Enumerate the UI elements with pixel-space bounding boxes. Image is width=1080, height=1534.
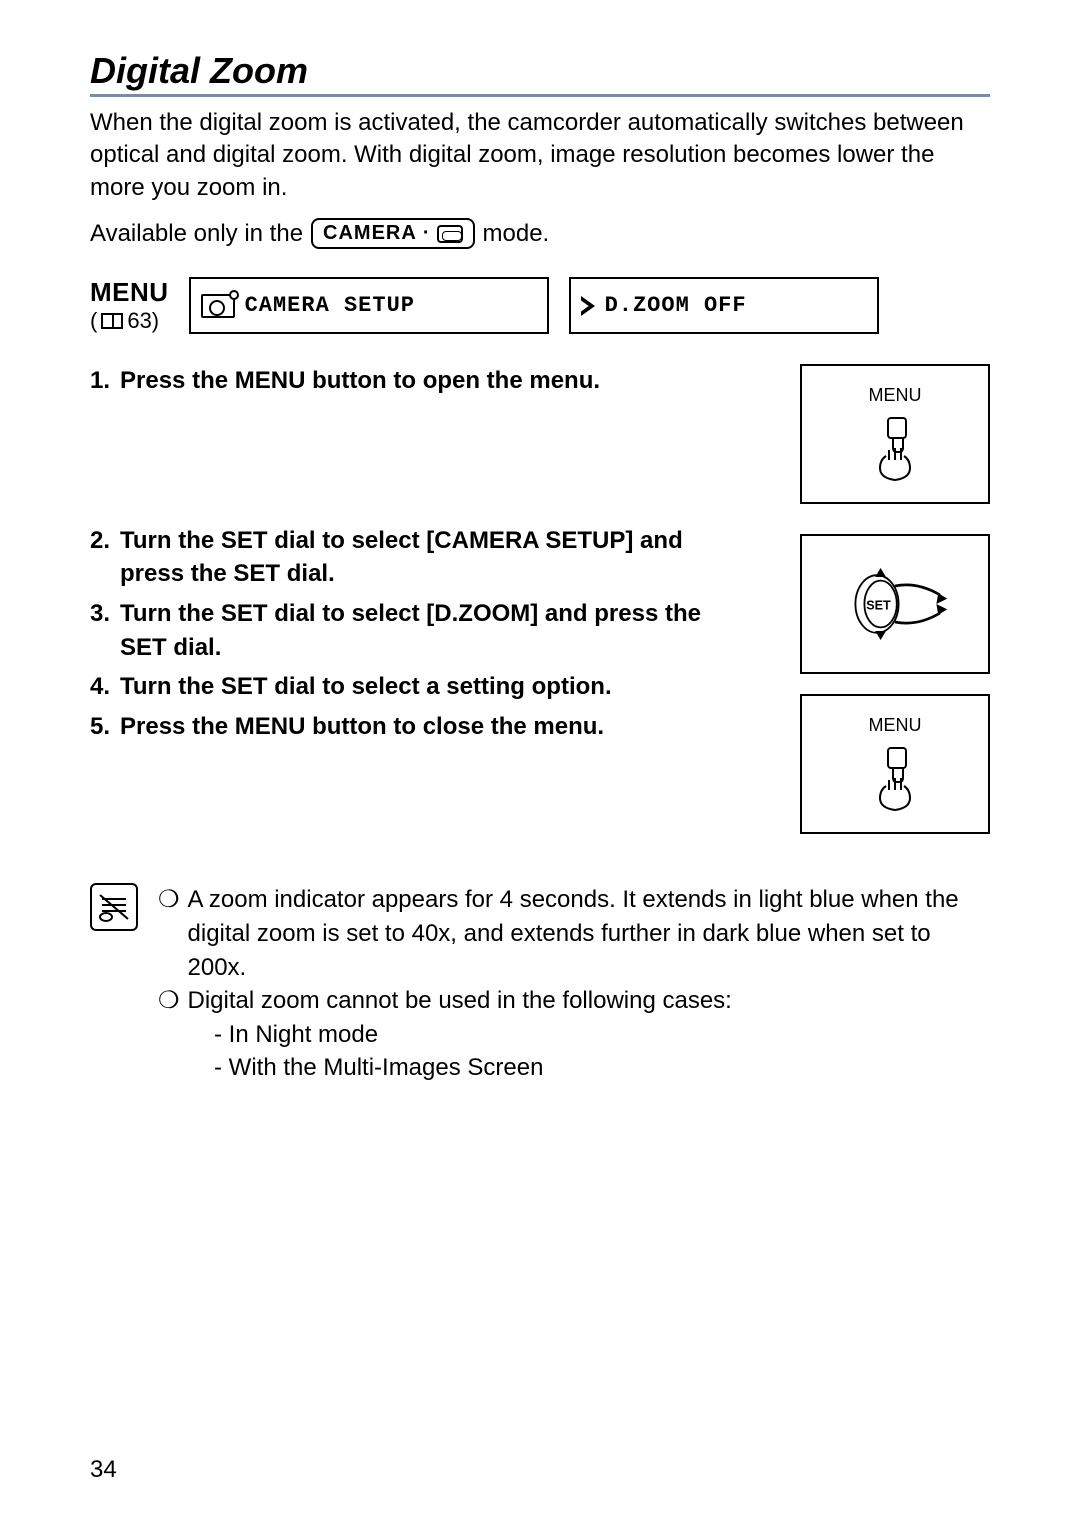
book-icon [101, 313, 123, 329]
bullet-icon-2: ❍ [158, 984, 180, 1018]
arrow-right-icon [581, 296, 595, 316]
menu-title: MENU [90, 277, 169, 308]
step-5-text: Press the MENU button to close the menu. [120, 710, 604, 744]
notes-body: ❍ A zoom indicator appears for 4 seconds… [158, 883, 990, 1085]
menu-box2-text: D.ZOOM OFF [605, 293, 747, 318]
note-1-text: A zoom indicator appears for 4 seconds. … [188, 883, 990, 984]
menu-page-ref: ( 63) [90, 308, 169, 334]
step-2-text: Turn the SET dial to select [CAMERA SETU… [120, 524, 710, 591]
step-2-num: 2. [90, 524, 110, 591]
illustration-label-1: MENU [869, 385, 922, 406]
note-sub-1: - In Night mode [158, 1018, 990, 1052]
note-bullet-2: ❍ Digital zoom cannot be used in the fol… [158, 984, 990, 1018]
illustration-label-2: MENU [869, 715, 922, 736]
note-sub-2: - With the Multi-Images Screen [158, 1051, 990, 1085]
available-suffix: mode. [483, 220, 550, 248]
mode-badge-text: CAMERA [323, 222, 417, 245]
menu-path-row: MENU ( 63) CAMERA SETUP D.ZOOM OFF [90, 277, 990, 334]
step-4-text: Turn the SET dial to select a setting op… [120, 670, 612, 704]
step-2: 2. Turn the SET dial to select [CAMERA S… [90, 524, 710, 591]
availability-line: Available only in the CAMERA · mode. [90, 218, 990, 249]
camera-mode-badge: CAMERA · [311, 218, 474, 249]
section-heading: Digital Zoom [90, 50, 990, 97]
step-3-num: 3. [90, 597, 110, 664]
menu-box1-text: CAMERA SETUP [245, 293, 415, 318]
steps-area: MENU SET MENU 1. Press the MENU button t [90, 364, 990, 743]
note-icon [90, 883, 138, 931]
illustration-menu-2: MENU [800, 694, 990, 834]
ref-page: 63) [127, 308, 159, 334]
menu-label-block: MENU ( 63) [90, 277, 169, 334]
menu-box-dzoom: D.ZOOM OFF [569, 277, 879, 334]
camera-icon [201, 294, 235, 318]
press-button-icon [860, 414, 930, 484]
step-3-text: Turn the SET dial to select [D.ZOOM] and… [120, 597, 710, 664]
step-5: 5. Press the MENU button to close the me… [90, 710, 710, 744]
press-button-icon-2 [860, 744, 930, 814]
intro-paragraph: When the digital zoom is activated, the … [90, 107, 990, 204]
set-dial-icon: SET [840, 559, 950, 649]
bullet-icon: ❍ [158, 883, 180, 984]
ref-open: ( [90, 308, 97, 334]
menu-box-camera-setup: CAMERA SETUP [189, 277, 549, 334]
mode-badge-dot: · [423, 222, 431, 245]
illustration-set-dial: SET [800, 534, 990, 674]
svg-text:SET: SET [866, 599, 891, 613]
step-5-num: 5. [90, 710, 110, 744]
step-4: 4. Turn the SET dial to select a setting… [90, 670, 710, 704]
note-2-text: Digital zoom cannot be used in the follo… [188, 984, 732, 1018]
note-bullet-1: ❍ A zoom indicator appears for 4 seconds… [158, 883, 990, 984]
step-4-num: 4. [90, 670, 110, 704]
notes-area: ❍ A zoom indicator appears for 4 seconds… [90, 883, 990, 1085]
step-3: 3. Turn the SET dial to select [D.ZOOM] … [90, 597, 710, 664]
step-1-num: 1. [90, 364, 110, 398]
step-1: 1. Press the MENU button to open the men… [90, 364, 710, 398]
illustration-menu-1: MENU [800, 364, 990, 504]
cassette-icon [437, 225, 463, 243]
available-prefix: Available only in the [90, 220, 303, 248]
page-number: 34 [90, 1456, 117, 1484]
step-1-text: Press the MENU button to open the menu. [120, 364, 600, 398]
